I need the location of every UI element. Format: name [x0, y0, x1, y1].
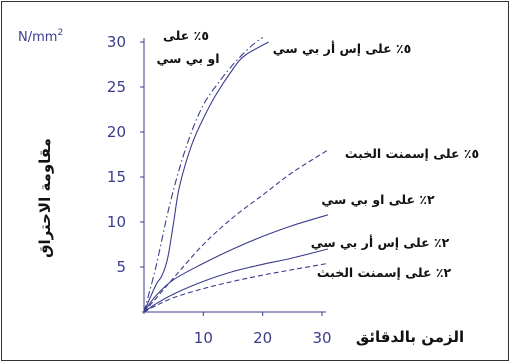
axes-layer	[142, 38, 326, 314]
x-tick-label: 30	[312, 329, 331, 347]
series-label-2pct-srpc: ٢٪ على إس أر بي سي	[311, 234, 450, 250]
series-line-2	[143, 149, 329, 313]
x-axis-title: الزمن بالدقائق	[356, 328, 464, 346]
series-label-2pct-opc: ٢٪ على او بي سي	[321, 192, 435, 207]
y-axis-title: مقاومة الاحتراق	[36, 138, 54, 258]
series-line-3	[143, 214, 329, 313]
y-unit-label: N/mm2	[18, 28, 63, 45]
y-tick-label: 5	[116, 258, 126, 276]
ticks-layer: 5 10 15 20 25 30 10 20 30	[107, 33, 332, 347]
series-label-5pct-opc-part2: او بي سي	[156, 51, 219, 66]
x-tick-label: 10	[194, 329, 213, 347]
x-tick-label: 20	[253, 329, 272, 347]
y-tick-label: 25	[107, 78, 126, 96]
y-tick-label: 15	[107, 168, 126, 186]
series-layer	[143, 37, 329, 313]
y-tick-label: 20	[107, 123, 126, 141]
series-line-5	[143, 262, 328, 313]
series-label-2pct-slag: ٢٪ على إسمنت الخبث	[317, 265, 452, 280]
y-tick-label: 10	[107, 213, 126, 231]
series-line-4	[143, 248, 329, 313]
series-label-5pct-srpc: ٥٪ على إس أر بي سي	[273, 40, 412, 56]
series-line-1	[143, 37, 264, 313]
series-line-0	[143, 41, 269, 313]
series-label-5pct-opc-part1: ٥٪ على	[163, 28, 209, 43]
labels-layer: N/mm2 مقاومة الاحتراق الزمن بالدقائق ٥٪ …	[18, 28, 479, 346]
series-label-5pct-slag: ٥٪ على إسمنت الخبث	[345, 146, 479, 161]
y-tick-label: 30	[107, 33, 126, 51]
